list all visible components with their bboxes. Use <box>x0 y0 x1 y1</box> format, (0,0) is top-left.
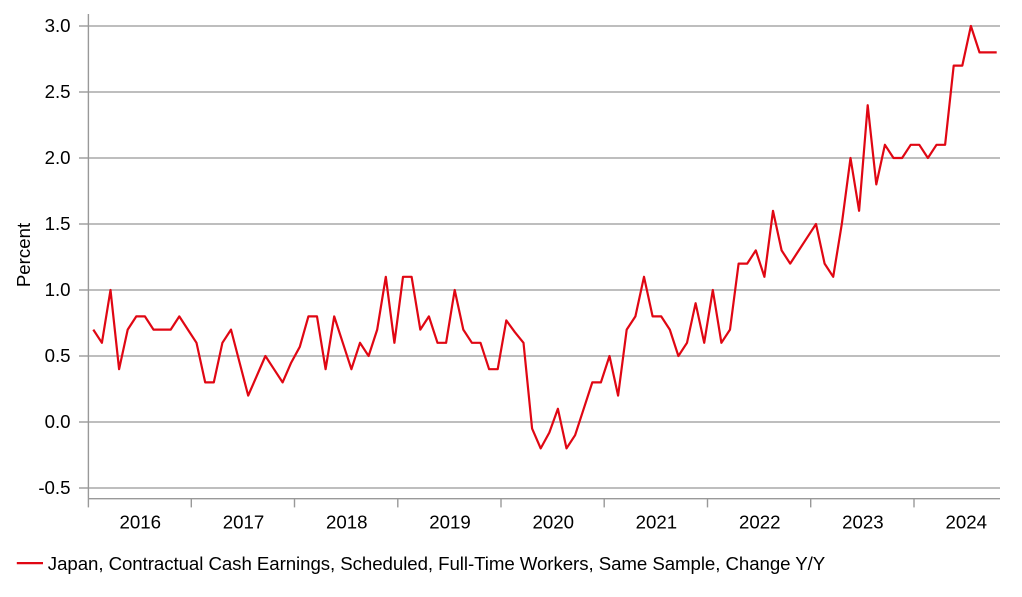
svg-text:3.0: 3.0 <box>45 15 71 36</box>
svg-text:2021: 2021 <box>636 512 678 533</box>
svg-text:2024: 2024 <box>945 512 987 533</box>
svg-text:Japan, Contractual Cash Earnin: Japan, Contractual Cash Earnings, Schedu… <box>48 553 826 574</box>
svg-text:2020: 2020 <box>532 512 574 533</box>
svg-text:2023: 2023 <box>842 512 884 533</box>
svg-text:Percent: Percent <box>13 222 34 287</box>
svg-text:2.5: 2.5 <box>45 81 71 102</box>
svg-text:0.0: 0.0 <box>45 411 71 432</box>
svg-text:2016: 2016 <box>119 512 161 533</box>
svg-text:2.0: 2.0 <box>45 147 71 168</box>
svg-text:-0.5: -0.5 <box>38 477 70 498</box>
svg-text:2017: 2017 <box>223 512 265 533</box>
svg-text:2022: 2022 <box>739 512 781 533</box>
svg-text:1.0: 1.0 <box>45 279 71 300</box>
svg-text:0.5: 0.5 <box>45 345 71 366</box>
svg-text:2019: 2019 <box>429 512 471 533</box>
svg-text:2018: 2018 <box>326 512 368 533</box>
svg-text:1.5: 1.5 <box>45 213 71 234</box>
